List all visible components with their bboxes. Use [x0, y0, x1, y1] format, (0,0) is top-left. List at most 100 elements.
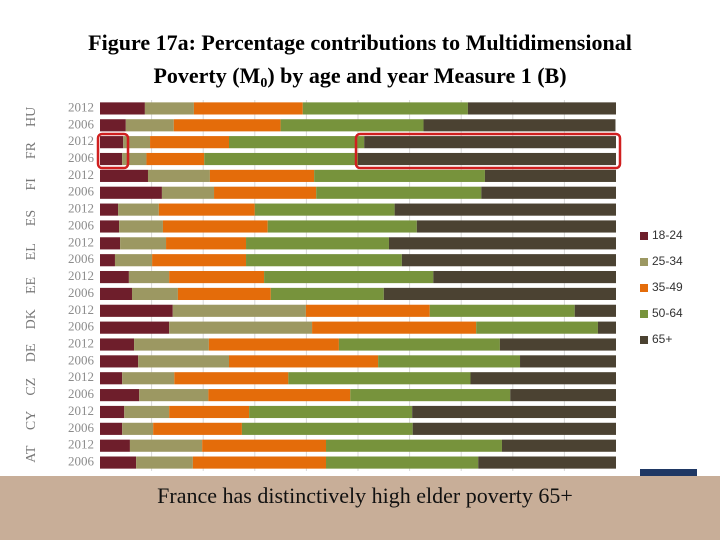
bar-segment: [470, 372, 616, 385]
bar-segment: [241, 422, 413, 435]
legend-label: 50-64: [652, 306, 683, 320]
bar-segment: [350, 389, 511, 402]
title-line-2: Poverty (M0) by age and year Measure 1 (…: [153, 63, 566, 91]
bar-segment: [326, 439, 502, 452]
bar-segment: [134, 338, 209, 351]
year-label: 2012: [68, 234, 94, 249]
year-label: 2006: [68, 217, 95, 232]
bar-segment: [118, 203, 159, 216]
bar-segment: [120, 237, 167, 250]
legend-label: 35-49: [652, 280, 683, 294]
bar-segment: [100, 270, 129, 284]
year-label: 2006: [68, 352, 95, 367]
bar-segment: [467, 102, 616, 115]
year-label: 2006: [68, 386, 95, 401]
year-label: 2012: [68, 133, 94, 148]
bar-segment: [401, 254, 616, 267]
bar-segment: [314, 169, 485, 182]
year-label: 2006: [68, 454, 95, 469]
bar-segment: [161, 186, 215, 199]
bar-segment: [264, 270, 434, 284]
title-part: Poverty (M: [153, 63, 260, 88]
bar-segment: [129, 439, 203, 452]
bar-segment: [173, 119, 281, 132]
plot: 2012 2006 2012 2006 2012 2006 2012 2006 2012 2006…: [24, 99, 618, 471]
bar-segment: [152, 254, 247, 267]
highlight: [354, 132, 622, 170]
bar-segment: [254, 203, 395, 216]
bar-segment: [597, 321, 616, 334]
bar-segment: [208, 389, 351, 402]
bar-segment: [246, 254, 402, 267]
bar-segment: [267, 220, 417, 233]
year-label: 2012: [68, 99, 94, 114]
bar-segment: [100, 304, 173, 317]
legend-swatch: [640, 232, 648, 240]
bar-segment: [499, 338, 616, 351]
bar-segment: [100, 338, 135, 351]
highlight: [96, 132, 130, 170]
bar-segment: [202, 439, 327, 452]
country-label: ES: [24, 210, 39, 226]
bar-segment: [144, 102, 194, 115]
legend-swatch: [640, 284, 648, 292]
bar-segment: [280, 119, 424, 132]
bar-segment: [208, 338, 339, 351]
year-label: 2006: [68, 285, 95, 300]
bar-segment: [209, 169, 315, 182]
bar-segment: [338, 338, 500, 351]
bar-segment: [125, 119, 174, 132]
country-label: EL: [24, 243, 39, 260]
year-label: 2012: [68, 437, 94, 452]
bar-segment: [100, 405, 125, 419]
legend-label: 18-24: [652, 228, 683, 242]
title-subscript: 0: [260, 76, 267, 91]
bar-segment: [131, 287, 178, 301]
bar-segment: [481, 186, 616, 199]
legend-label: 25-34: [652, 254, 683, 268]
bar-segment: [214, 186, 317, 199]
country-label: EE: [24, 277, 39, 294]
bar-segment: [100, 355, 139, 368]
bar-segment: [394, 203, 616, 216]
legend-label: 65+: [652, 332, 672, 346]
bar-segment: [478, 456, 616, 469]
bar-segment: [326, 456, 479, 469]
bar-segment: [100, 186, 162, 199]
title-line-1: Figure 17a: Percentage contributions to …: [88, 30, 632, 55]
year-label: 2006: [68, 251, 95, 266]
bar-segment: [100, 287, 132, 301]
legend-swatch: [640, 258, 648, 266]
bar-segment: [136, 456, 193, 469]
year-label: 2012: [68, 403, 94, 418]
bar-segment: [378, 355, 521, 368]
decoration: [640, 469, 697, 476]
bar-segment: [100, 136, 124, 149]
bar-segment: [100, 152, 123, 166]
country-label: CY: [24, 411, 39, 430]
bar-segment: [302, 102, 468, 115]
country-label: AT: [24, 445, 39, 463]
caption: France has distinctively high elder pove…: [157, 483, 573, 508]
bar-segment: [288, 372, 471, 385]
year-label: 2012: [68, 302, 94, 317]
year-label: 2012: [68, 167, 94, 182]
bar-segment: [122, 422, 154, 435]
bar-segment: [100, 220, 120, 233]
bar-segment: [316, 186, 482, 199]
caption-box: [0, 476, 720, 540]
bar-segment: [229, 136, 365, 149]
bar-segment: [520, 355, 616, 368]
bar-segment: [166, 237, 247, 250]
bar-segment: [150, 136, 229, 149]
bar-segment: [169, 321, 313, 334]
bar-segment: [169, 270, 265, 284]
country-label: FI: [24, 178, 39, 191]
bar-segment: [124, 405, 170, 419]
bar-segment: [192, 456, 327, 469]
bar-segment: [128, 270, 170, 284]
country-label: CZ: [24, 378, 39, 396]
bar-segment: [312, 321, 477, 334]
bar-segment: [433, 270, 616, 284]
bar-segment: [177, 287, 271, 301]
